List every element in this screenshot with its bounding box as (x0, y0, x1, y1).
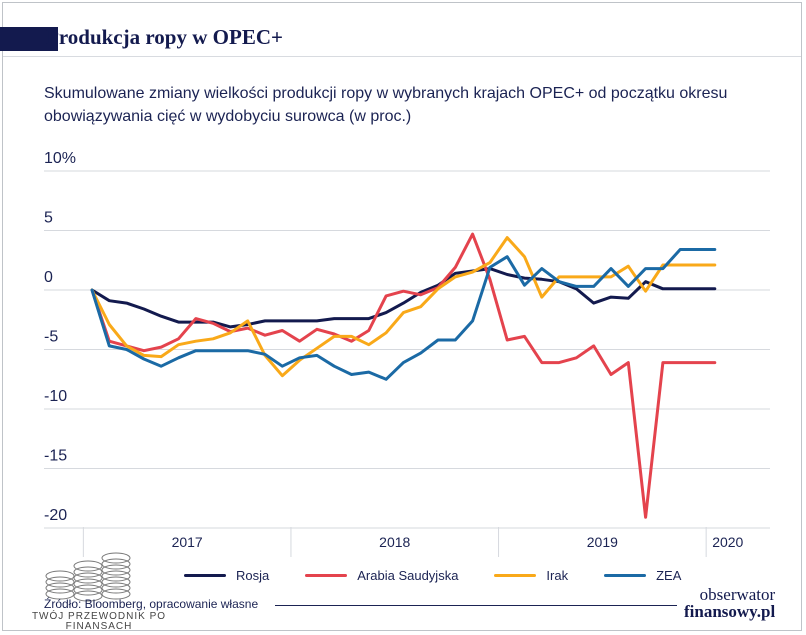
chart-subtitle: Skumulowane zmiany wielkości produkcji r… (44, 85, 728, 125)
legend-swatch-arabia (305, 573, 348, 577)
x-year-label: 2017 (172, 534, 203, 550)
chart-legend: Rosja Arabia Saudyjska Irak ZEA (184, 565, 717, 585)
legend-swatch-irak (494, 573, 537, 577)
brand-line-2: finansowy.pl (684, 602, 776, 621)
chart-title: Produkcja ropy w OPEC+ (46, 25, 283, 49)
series-line-arabia-saudyjska (90, 232, 717, 519)
x-year-label: 2020 (712, 534, 743, 550)
x-year-label: 2019 (587, 534, 618, 550)
legend-label-rosja: Rosja (236, 567, 270, 583)
watermark-text: TWÓJ PRZEWODNIK PO FINANSACH (31, 611, 167, 632)
title-accent-block (0, 27, 58, 51)
legend-label-arabia: Arabia Saudyjska (357, 567, 459, 583)
legend-swatch-zea (604, 573, 647, 577)
legend-label-zea: ZEA (656, 567, 682, 583)
series-line-irak (90, 236, 717, 378)
source-rule (275, 605, 677, 606)
coins-watermark-icon (45, 552, 131, 602)
legend-item-arabia: Arabia Saudyjska (305, 568, 458, 583)
legend-item-zea: ZEA (604, 568, 681, 583)
y-tick-label: -20 (44, 507, 67, 524)
series-line-rosja (90, 267, 717, 329)
y-tick-label: 5 (44, 210, 53, 227)
brand-logo[interactable]: obserwator finansowy.pl (684, 586, 775, 620)
x-year-label: 2018 (379, 534, 410, 550)
legend-label-irak: Irak (546, 567, 569, 583)
y-tick-label: -15 (44, 448, 67, 465)
y-tick-label: -10 (44, 388, 67, 405)
y-tick-label: 0 (44, 269, 53, 286)
y-tick-label: 10% (44, 150, 76, 167)
brand-line-1: obserwator (699, 585, 776, 604)
legend-item-rosja: Rosja (184, 568, 269, 583)
series-line-zea (90, 248, 717, 381)
legend-item-irak: Irak (494, 568, 568, 583)
title-divider (3, 56, 801, 57)
legend-swatch-rosja (184, 573, 226, 577)
source-note: Źródło: Bloomberg, opracowanie własne (44, 597, 259, 611)
y-tick-label: -5 (44, 329, 58, 346)
